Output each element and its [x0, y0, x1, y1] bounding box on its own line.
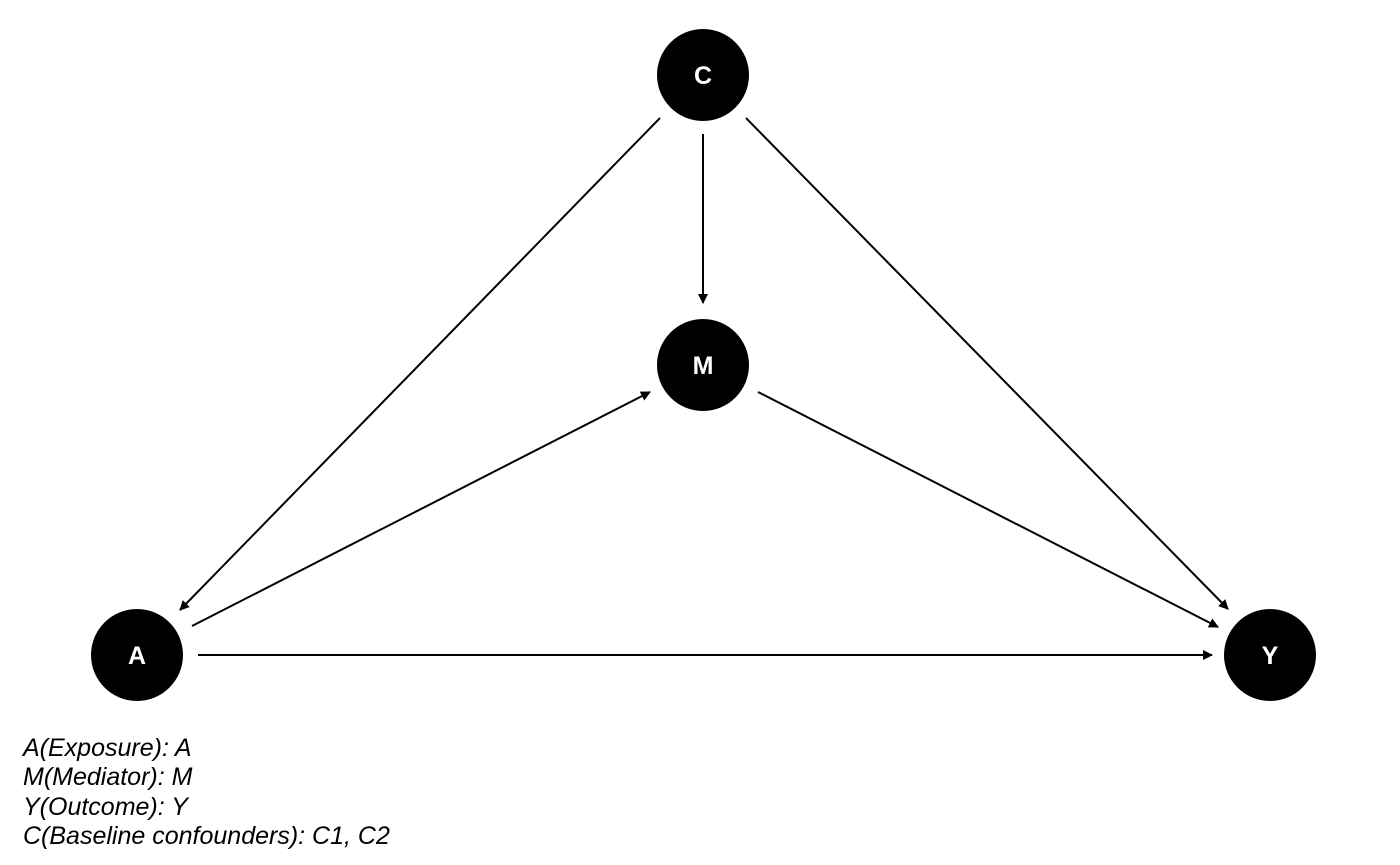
node-m-circle [657, 319, 749, 411]
edge-c-to-a [179, 117, 661, 611]
node-a-label: A [128, 642, 146, 670]
node-y-circle [1224, 609, 1316, 701]
node-c-circle [657, 29, 749, 121]
node-m: M [657, 319, 749, 411]
legend-confounders: C(Baseline confounders): C1, C2 [23, 821, 390, 850]
edge-c-to-y [745, 117, 1229, 610]
node-c-label: C [694, 62, 712, 90]
edge-m-to-y [757, 391, 1219, 628]
legend-exposure: A(Exposure): A [23, 734, 192, 762]
edges [179, 117, 1229, 660]
node-m-label: M [693, 352, 714, 380]
node-a-circle [91, 609, 183, 701]
node-y-label: Y [1262, 642, 1279, 670]
legend-outcome: Y(Outcome): Y [23, 792, 188, 821]
node-a: A [91, 609, 183, 701]
legend: A(Exposure): A M(Mediator): M Y(Outcome)… [23, 734, 390, 851]
legend-mediator: M(Mediator): M [23, 763, 193, 792]
edge-a-to-m [191, 391, 651, 627]
node-c: C [657, 29, 749, 121]
node-y: Y [1224, 609, 1316, 701]
